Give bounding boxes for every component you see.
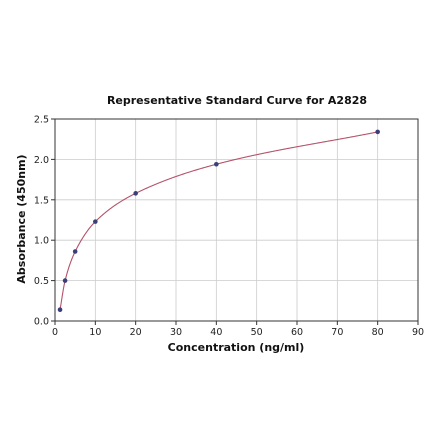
y-tick-label: 0.0 [34, 317, 49, 328]
data-point [214, 161, 219, 167]
y-axis-ticks: 0.0 0.5 1.0 1.5 2.0 2.5 [34, 115, 55, 328]
x-tick-label: 0 [52, 327, 58, 338]
y-tick-label: 2.0 [34, 155, 49, 166]
data-point [62, 278, 68, 283]
data-point [375, 129, 380, 135]
plot-frame [54, 118, 419, 322]
x-axis-ticks: 0 10 20 30 40 50 60 70 80 90 [52, 321, 424, 338]
data-points-layer [57, 129, 380, 312]
x-tick-label: 60 [291, 327, 303, 338]
y-tick-label: 1.0 [34, 236, 49, 247]
data-point [93, 219, 98, 224]
y-axis-label: Absorbance (450nm) [15, 154, 28, 283]
x-tick-label: 70 [331, 327, 343, 338]
y-tick-label: 2.5 [34, 115, 49, 126]
x-tick-label: 30 [170, 327, 182, 338]
data-point [72, 249, 78, 254]
x-axis-label: Concentration (ng/ml) [168, 341, 305, 354]
y-tick-label: 1.5 [34, 195, 49, 206]
fit-curve-layer [59, 131, 378, 310]
x-tick-label: 20 [130, 327, 142, 338]
x-tick-label: 50 [251, 327, 263, 338]
grid-lines [54, 118, 419, 322]
data-point [57, 307, 63, 312]
data-point [133, 191, 138, 196]
x-tick-label: 10 [89, 327, 101, 338]
fit-curve [59, 131, 378, 310]
y-tick-label: 0.5 [34, 276, 49, 287]
axes-frame [54, 118, 419, 322]
x-tick-label: 90 [412, 327, 424, 338]
x-tick-label: 40 [210, 327, 222, 338]
x-tick-label: 80 [372, 327, 384, 338]
chart-title: Representative Standard Curve for A2828 [107, 94, 367, 107]
